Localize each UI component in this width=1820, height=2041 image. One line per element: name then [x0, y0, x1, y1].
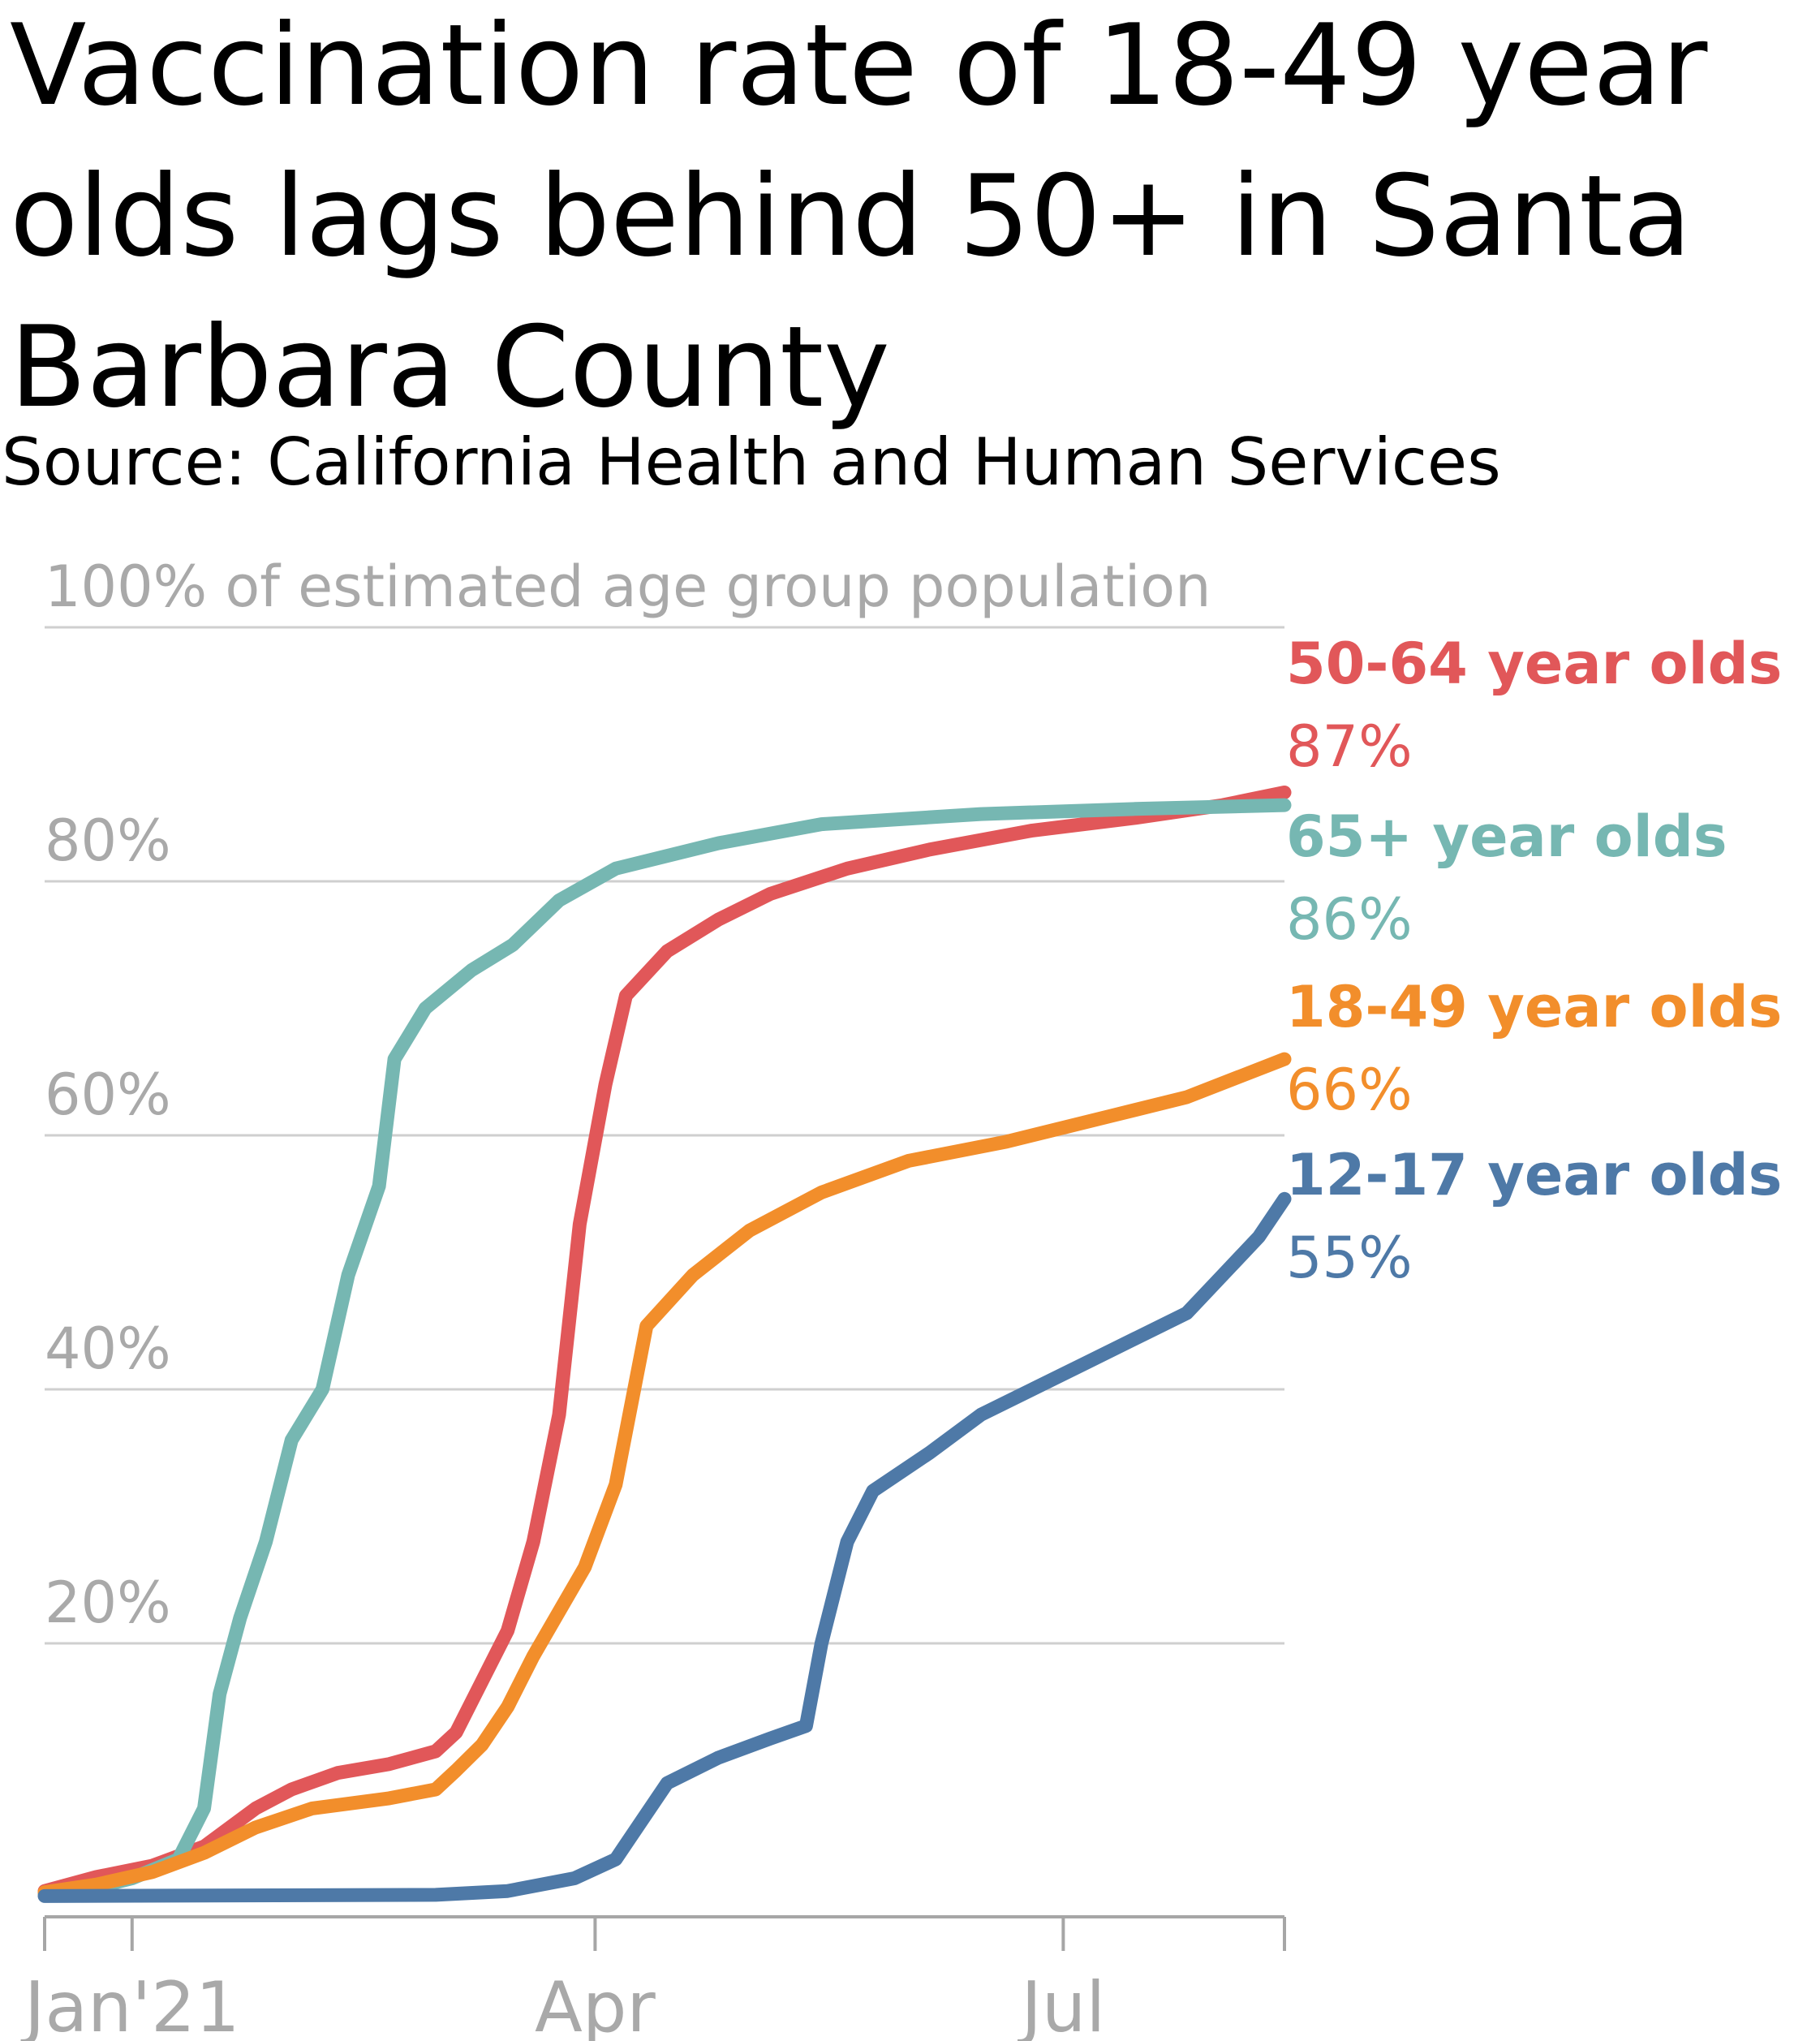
y-tick-label: 20%: [45, 1570, 171, 1636]
x-tick-label: Apr: [535, 1967, 656, 2041]
series-name-label: 18-49 year olds: [1286, 974, 1782, 1040]
series-name-label: 12-17 year olds: [1286, 1142, 1782, 1208]
chart-title: Vaccination rate of 18-49 year olds lags…: [10, 0, 1708, 433]
series-end-value: 55%: [1286, 1225, 1413, 1291]
series-line: [37, 786, 1292, 1898]
series-end-value: 66%: [1286, 1057, 1413, 1123]
series-lines: [37, 786, 1292, 1903]
series-labels: 50-64 year olds 87% 65+ year olds 86% 18-49 …: [1286, 631, 1782, 1291]
y-tick-label: 40%: [45, 1315, 171, 1382]
y-tick-label: 100% of estimated age group population: [45, 553, 1211, 620]
series-end-value: 87%: [1286, 713, 1413, 780]
series-line: [37, 798, 1292, 1901]
chart-subtitle: Source: California Health and Human Serv…: [2, 424, 1501, 500]
y-tick-label: 80%: [45, 807, 171, 874]
series-name-label: 50-64 year olds: [1286, 631, 1782, 697]
x-axis: Jan'21 Apr Jul: [20, 1915, 1286, 2041]
series-line: [37, 1191, 1292, 1903]
x-tick-label: Jan'21: [20, 1967, 240, 2041]
series-line: [37, 1052, 1292, 1900]
gridlines: 20% 40% 60% 80% 100% of estimated age group …: [45, 553, 1284, 1645]
y-tick-label: 60%: [45, 1061, 171, 1128]
series-end-value: 86%: [1286, 886, 1413, 953]
x-tick-label: Jul: [1017, 1967, 1105, 2041]
series-name-label: 65+ year olds: [1286, 803, 1727, 870]
